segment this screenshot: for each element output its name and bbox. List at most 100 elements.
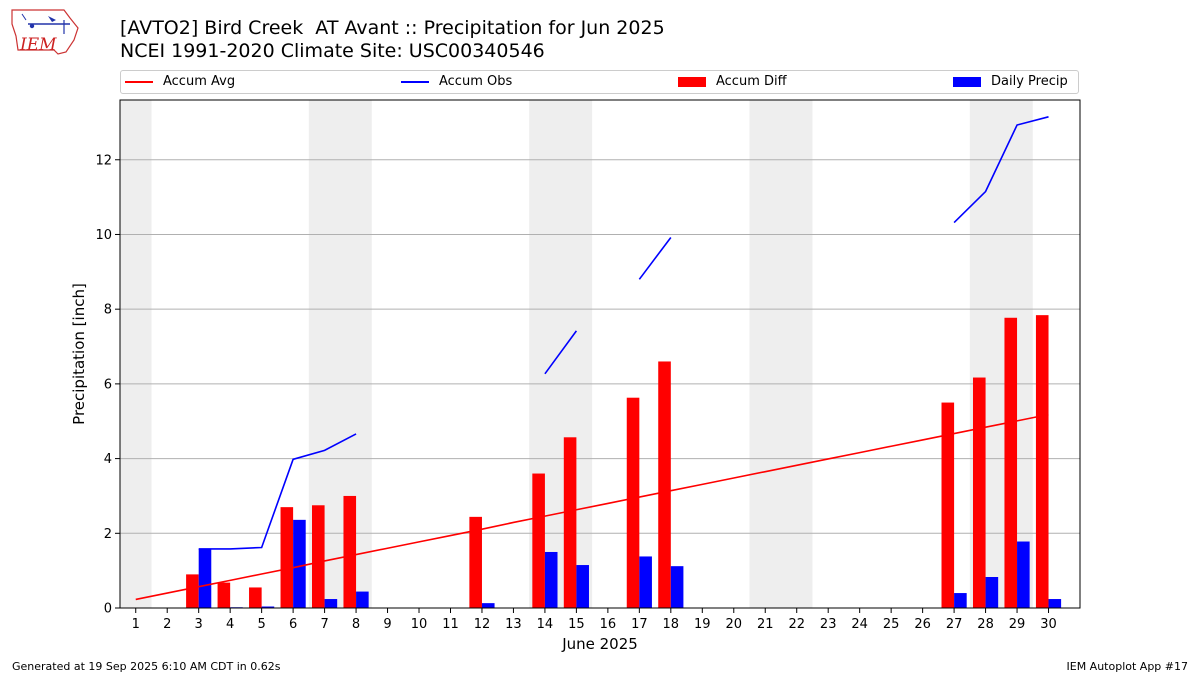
- legend-label-accum-avg: Accum Avg: [163, 74, 236, 89]
- x-tick-label-12: 12: [474, 617, 491, 632]
- x-tick-label-10: 10: [411, 617, 428, 632]
- bar-accum-diff-day-5: [249, 587, 262, 608]
- plot-frame: [119, 99, 1081, 609]
- x-tick-label-2: 2: [163, 617, 171, 632]
- line-accum-obs-segment-2: [638, 236, 672, 280]
- x-tick-label-11: 11: [442, 617, 459, 632]
- line-accum-obs-segment-1: [544, 330, 578, 375]
- bar-daily-precip-day-3: [198, 548, 212, 608]
- bar-daily-precip-day-6: [293, 519, 306, 608]
- bar-accum-diff-day-12: [469, 516, 482, 608]
- x-tick-label-3: 3: [195, 617, 203, 632]
- iowa-map-logo-icon: IEM: [11, 9, 79, 55]
- bar-accum-diff-day-3: [186, 574, 199, 608]
- x-tick-label-13: 13: [505, 617, 522, 632]
- bar-accum-diff-day-15: [563, 437, 577, 608]
- bar-accum-diff-day-18: [658, 361, 671, 608]
- series-lines: [135, 116, 1049, 601]
- gridlines: [120, 159, 1080, 534]
- x-tick-label-28: 28: [977, 617, 994, 632]
- bar-daily-precip-day-28: [985, 576, 999, 608]
- y-tick-label-8: 8: [104, 303, 112, 318]
- x-tick-label-7: 7: [320, 617, 328, 632]
- line-accum-avg-segment-0: [135, 413, 1049, 601]
- legend-item-daily-precip: Daily Precip: [953, 74, 1068, 90]
- x-tick-label-4: 4: [226, 617, 234, 632]
- bar-daily-precip-day-30: [1048, 599, 1062, 608]
- bar-accum-diff-day-27: [941, 402, 955, 608]
- legend-label-daily-precip: Daily Precip: [991, 74, 1068, 89]
- x-tick-label-6: 6: [289, 617, 297, 632]
- bar-accum-diff-day-30: [1035, 315, 1049, 608]
- y-axis-label: Precipitation [inch]: [70, 283, 88, 425]
- y-tick-label-0: 0: [104, 602, 112, 617]
- bar-accum-diff-day-17: [626, 397, 640, 608]
- bar-daily-precip-day-29: [1017, 541, 1030, 608]
- legend-item-accum-obs: Accum Obs: [401, 74, 512, 90]
- x-tick-label-5: 5: [257, 617, 265, 632]
- footer-generated: Generated at 19 Sep 2025 6:10 AM CDT in …: [12, 660, 281, 673]
- legend-swatch-accum-obs: [401, 80, 429, 83]
- chart-title-block: [AVTO2] Bird Creek AT Avant :: Precipita…: [120, 17, 665, 63]
- legend-item-accum-diff: Accum Diff: [678, 74, 787, 90]
- bar-daily-precip-day-8: [356, 591, 369, 608]
- x-tick-label-24: 24: [851, 617, 868, 632]
- x-tick-label-22: 22: [788, 617, 805, 632]
- chart-subtitle: NCEI 1991-2020 Climate Site: USC00340546: [120, 40, 545, 62]
- x-tick-label-19: 19: [694, 617, 711, 632]
- bar-accum-diff-day-29: [1004, 317, 1018, 608]
- bars: [186, 315, 1062, 608]
- bar-daily-precip-day-14: [544, 551, 558, 608]
- bar-daily-precip-day-15: [576, 565, 589, 608]
- x-tick-label-21: 21: [757, 617, 774, 632]
- bar-accum-diff-day-28: [972, 377, 986, 608]
- bar-accum-diff-day-4: [217, 582, 231, 608]
- x-tick-label-25: 25: [883, 617, 900, 632]
- bar-accum-diff-day-14: [532, 473, 545, 608]
- x-tick-label-8: 8: [352, 617, 360, 632]
- bar-daily-precip-day-18: [670, 566, 684, 608]
- bar-accum-diff-day-7: [312, 505, 325, 608]
- x-tick-label-1: 1: [132, 617, 140, 632]
- logo-text: IEM: [19, 35, 57, 55]
- legend-swatch-accum-diff: [678, 76, 706, 87]
- x-tick-label-20: 20: [725, 617, 742, 632]
- chart-title: [AVTO2] Bird Creek AT Avant :: Precipita…: [120, 17, 665, 39]
- bar-daily-precip-day-27: [954, 593, 967, 608]
- x-tick-label-17: 17: [631, 617, 648, 632]
- legend-swatch-daily-precip: [953, 76, 981, 87]
- x-tick-label-30: 30: [1040, 617, 1057, 632]
- line-accum-obs-segment-0: [198, 433, 357, 550]
- x-tick-label-9: 9: [383, 617, 391, 632]
- x-tick-label-15: 15: [568, 617, 585, 632]
- y-tick-label-6: 6: [104, 377, 112, 392]
- bar-daily-precip-day-5: [261, 606, 275, 608]
- x-tick-label-27: 27: [946, 617, 963, 632]
- legend-item-accum-avg: Accum Avg: [125, 74, 235, 90]
- x-tick-label-29: 29: [1009, 617, 1026, 632]
- legend: Accum Avg Accum Obs Accum Diff Daily Pre…: [120, 70, 1079, 94]
- weekend-shade-21: [749, 100, 813, 608]
- bar-accum-diff-day-6: [280, 507, 294, 608]
- y-tick-label-2: 2: [104, 527, 112, 542]
- x-tick-label-16: 16: [600, 617, 617, 632]
- legend-label-accum-diff: Accum Diff: [716, 74, 787, 89]
- legend-swatch-accum-avg: [125, 80, 153, 83]
- y-tick-label-12: 12: [95, 153, 112, 168]
- x-tick-label-26: 26: [914, 617, 931, 632]
- bar-daily-precip-day-17: [639, 556, 652, 608]
- x-tick-label-18: 18: [663, 617, 680, 632]
- bar-accum-diff-day-8: [343, 495, 357, 608]
- line-accum-obs-segment-3: [953, 116, 1049, 224]
- y-tick-label-10: 10: [95, 228, 112, 243]
- legend-label-accum-obs: Accum Obs: [439, 74, 513, 89]
- x-tick-label-14: 14: [537, 617, 554, 632]
- weekend-shade-1: [120, 100, 152, 608]
- bar-daily-precip-day-7: [324, 599, 338, 608]
- y-tick-label-4: 4: [104, 452, 112, 467]
- footer-app: IEM Autoplot App #17: [1066, 660, 1189, 673]
- bar-daily-precip-day-12: [481, 603, 495, 608]
- x-tick-label-23: 23: [820, 617, 837, 632]
